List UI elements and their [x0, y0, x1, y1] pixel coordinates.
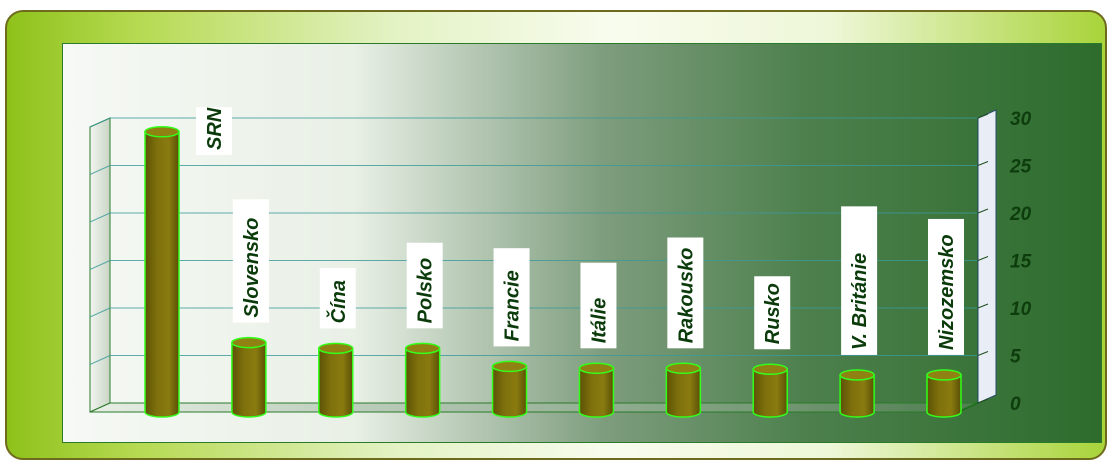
y-tick	[977, 256, 989, 261]
bar-top	[144, 126, 180, 138]
category-label: Itálie	[588, 298, 610, 344]
y-tick	[977, 398, 989, 404]
bar-body	[318, 347, 354, 418]
gridline-side	[89, 165, 111, 175]
category-label-bg	[928, 218, 964, 355]
gridline-side	[89, 307, 111, 318]
bar-top	[318, 342, 354, 355]
y-tick	[977, 208, 989, 214]
y-tick-label: 0	[1010, 394, 1021, 415]
category-label-bg	[319, 267, 356, 329]
category-label: Rusko	[762, 283, 784, 344]
bar-body	[752, 368, 788, 418]
bar-body	[665, 367, 702, 418]
bar-top	[491, 360, 528, 373]
y-tick	[977, 303, 989, 309]
bar-body	[231, 341, 267, 418]
bars	[144, 126, 962, 418]
bar	[404, 342, 441, 418]
bar	[839, 369, 875, 418]
category-label: Rakousko	[675, 248, 697, 344]
bar	[578, 362, 615, 418]
category-label-bg	[406, 242, 443, 329]
category-label: Francie	[502, 270, 524, 341]
bar-top	[578, 362, 615, 375]
bar	[144, 126, 180, 418]
bar	[665, 362, 702, 418]
bar	[491, 360, 528, 418]
category-label-bg	[667, 237, 704, 349]
bar-top	[404, 342, 441, 355]
bar	[926, 369, 962, 418]
y-tick-label: 30	[1010, 109, 1032, 130]
gridline-side	[89, 355, 111, 365]
bar-body	[926, 374, 962, 418]
bar-body	[491, 365, 528, 418]
category-label-bg	[754, 276, 791, 350]
bar-top	[752, 363, 788, 375]
bar-top	[926, 369, 962, 381]
gridline-side	[89, 212, 111, 223]
y-tick-label: 15	[1010, 252, 1032, 273]
category-label: Čína	[326, 280, 350, 323]
gridline-side	[89, 260, 111, 270]
y-tick	[977, 351, 989, 356]
bar-body	[839, 374, 875, 418]
y-tick-label: 25	[1009, 157, 1032, 178]
bar	[318, 342, 354, 418]
category-label-bg	[493, 248, 530, 347]
bar-body	[404, 347, 441, 418]
category-label: SRN	[204, 107, 226, 150]
category-label-bg	[196, 107, 232, 155]
category-label: Nizozemsko	[936, 234, 958, 350]
bar-top	[231, 336, 267, 349]
gridline-side	[89, 117, 111, 128]
y-tick-label: 5	[1010, 347, 1021, 368]
bar-body	[578, 367, 615, 418]
bar	[752, 363, 788, 418]
category-label: V. Británie	[849, 253, 871, 350]
bar-top	[665, 362, 702, 375]
bar	[231, 336, 267, 418]
category-label-bg	[841, 206, 878, 355]
category-label: Slovensko	[241, 218, 263, 318]
category-label: Polsko	[415, 258, 437, 324]
bar-top	[839, 369, 875, 381]
category-labels: SRN Slovensko Čína Polsko Francie Itálie Rakou…	[196, 107, 964, 355]
y-tick-label: 20	[1009, 204, 1032, 225]
bar-body	[144, 131, 180, 418]
y-tick	[977, 161, 989, 166]
y-tick	[977, 113, 989, 119]
category-label-bg	[232, 199, 269, 323]
y-tick-label: 10	[1010, 299, 1032, 320]
y-axis: 0 5 10 15 20 25 30	[957, 109, 1032, 415]
category-label-bg	[580, 262, 617, 349]
